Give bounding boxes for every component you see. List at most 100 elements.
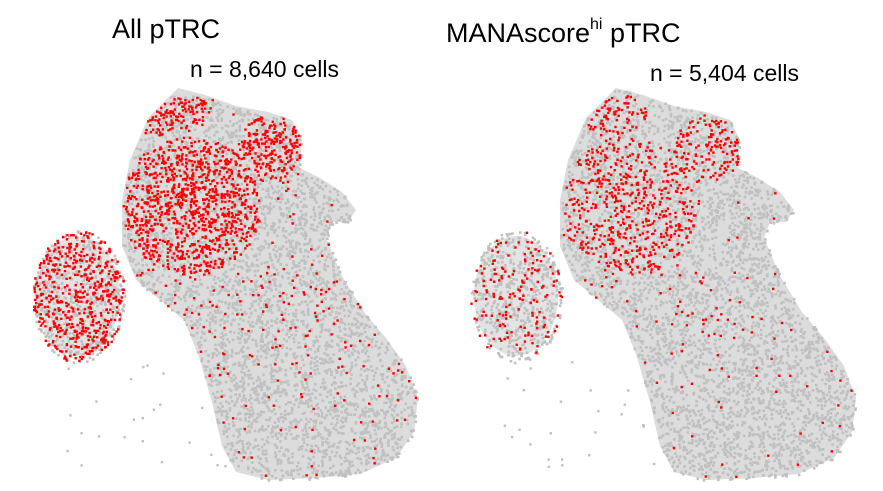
cell-point [269, 242, 272, 246]
cell-point [59, 245, 62, 249]
cell-point [231, 318, 235, 322]
cell-point [403, 374, 407, 378]
cell-point [300, 179, 304, 182]
cell-point [270, 146, 274, 150]
cell-point [157, 218, 161, 222]
cell-point [302, 323, 305, 326]
cell-point [399, 397, 402, 400]
cell-point [351, 344, 354, 347]
cell-point [301, 437, 305, 441]
cell-point [317, 349, 320, 353]
cell-point [220, 413, 224, 417]
cell-point [320, 415, 324, 418]
cell-point [188, 249, 192, 253]
cell-point [390, 403, 393, 406]
cell-point [263, 205, 266, 209]
cell-point [210, 380, 214, 383]
cell-point [239, 308, 243, 312]
highlighted-cell-point [81, 323, 84, 326]
cell-point [34, 312, 38, 316]
cell-point [50, 253, 54, 257]
cell-point [226, 314, 230, 318]
cell-point [306, 377, 310, 380]
highlighted-cell-point [53, 256, 56, 259]
cell-point [263, 293, 267, 297]
cell-point [114, 313, 118, 317]
cell-point [254, 438, 257, 441]
cell-point [227, 171, 231, 174]
cell-point [177, 286, 181, 289]
cell-point [259, 196, 263, 200]
cell-point [163, 267, 167, 271]
cell-point [275, 121, 279, 124]
cell-point [246, 408, 249, 411]
cell-point [325, 470, 329, 474]
cell-point [171, 253, 174, 257]
cell-point [168, 191, 171, 194]
cell-point [149, 221, 152, 225]
cell-point [195, 331, 199, 335]
cell-point [223, 320, 227, 323]
cell-point [344, 474, 348, 477]
cell-point [159, 258, 162, 261]
cell-point [198, 340, 201, 344]
cell-point [190, 121, 193, 124]
cell-point [243, 187, 246, 190]
cell-point [294, 190, 298, 193]
cell-point [351, 353, 354, 357]
cell-point [192, 95, 195, 99]
cell-point [189, 292, 192, 296]
cell-point [198, 213, 201, 216]
cell-point [216, 203, 219, 207]
cell-point [137, 262, 140, 265]
highlighted-cell-point [181, 109, 185, 112]
cell-point [246, 457, 250, 461]
cell-point [259, 299, 262, 303]
cell-point [307, 283, 310, 286]
cell-point [320, 223, 324, 226]
cell-point [88, 246, 92, 250]
cell-point [138, 198, 141, 201]
cell-point [228, 136, 232, 139]
highlighted-cell-point [204, 224, 207, 227]
cell-point [156, 290, 159, 293]
highlighted-cell-point [403, 418, 407, 421]
cell-point [280, 116, 283, 119]
highlighted-cell-point [156, 193, 159, 196]
cell-point [209, 110, 213, 113]
cell-point [48, 272, 51, 276]
highlighted-cell-point [77, 336, 80, 339]
cell-point [340, 370, 343, 374]
cell-point [287, 461, 291, 465]
cell-point [207, 156, 210, 159]
cell-point [325, 306, 328, 310]
cell-point [255, 357, 259, 361]
cell-point [214, 396, 217, 400]
highlighted-cell-point [180, 232, 183, 235]
cell-point [285, 339, 289, 343]
cell-point [257, 398, 260, 402]
cell-point [190, 268, 194, 272]
cell-point [96, 353, 99, 357]
highlighted-cell-point [79, 290, 82, 293]
cell-point [303, 203, 306, 207]
cell-point [252, 300, 256, 303]
cell-point [232, 207, 235, 211]
cell-point [222, 314, 226, 318]
highlighted-cell-point [273, 273, 276, 276]
cell-point [305, 380, 308, 383]
cell-point [242, 345, 245, 348]
cell-point [320, 412, 324, 415]
highlighted-cell-point [119, 302, 122, 305]
cell-point [234, 384, 237, 387]
highlighted-cell-point [211, 180, 214, 183]
cell-point [132, 192, 135, 195]
cell-point [245, 276, 249, 279]
cell-point [222, 410, 225, 413]
cell-point [226, 357, 229, 360]
cell-point [231, 351, 234, 354]
cell-point [363, 414, 367, 418]
cell-point [346, 441, 349, 444]
cell-point [316, 178, 319, 182]
cell-point [210, 224, 214, 227]
